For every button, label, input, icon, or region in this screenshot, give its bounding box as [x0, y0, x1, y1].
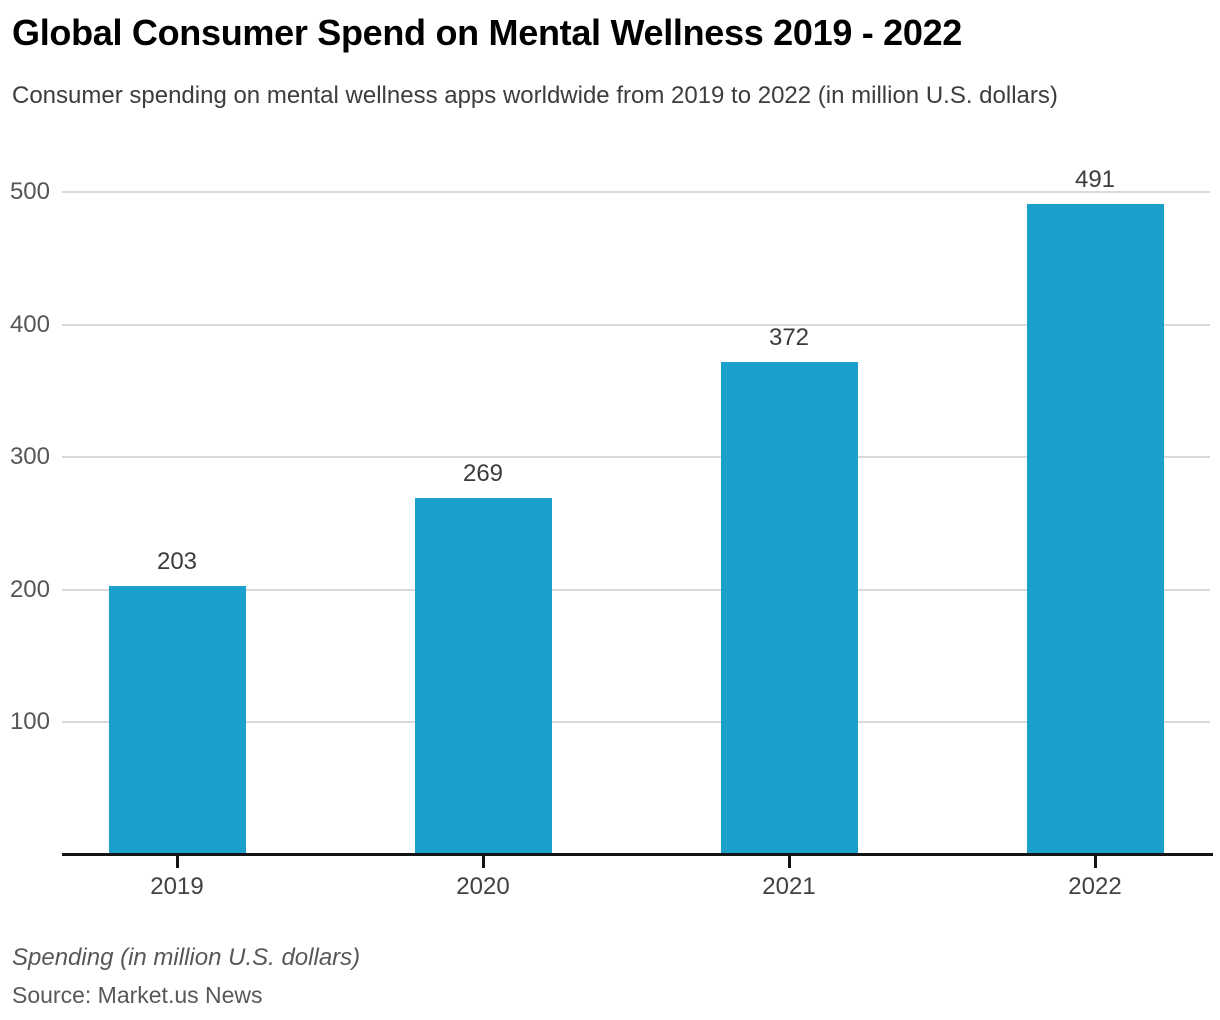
x-axis-tick-2019 — [176, 856, 179, 868]
bar-value-label-2021: 372 — [768, 323, 810, 351]
y-axis-tick-label-100: 100 — [9, 708, 50, 736]
y-axis-tick-label-300: 300 — [9, 443, 50, 471]
x-axis-tick-2022 — [1094, 856, 1097, 868]
x-axis-line — [62, 853, 1213, 856]
gridline-400 — [62, 323, 1210, 326]
gridline-200 — [62, 588, 1210, 591]
x-axis-label-2020: 2020 — [456, 873, 510, 900]
y-axis-tick-label-500: 500 — [9, 178, 50, 205]
bar-2019 — [108, 585, 246, 855]
bar-2021 — [720, 361, 858, 855]
bar-value-label-2020: 269 — [462, 460, 504, 488]
bar-2022 — [1026, 203, 1164, 855]
gridline-100 — [62, 721, 1210, 724]
source-line: Source: Market.us News — [12, 982, 263, 1008]
gridline-500 — [62, 191, 1210, 193]
x-axis-tick-2020 — [482, 856, 485, 868]
y-axis-note: Spending (in million U.S. dollars) — [12, 944, 361, 971]
y-axis-tick-label-400: 400 — [9, 310, 50, 338]
chart-subtitle: Consumer spending on mental wellness app… — [12, 82, 1058, 109]
chart-title: Global Consumer Spend on Mental Wellness… — [12, 12, 963, 53]
y-axis-tick-label-200: 200 — [9, 575, 50, 603]
x-axis-label-2019: 2019 — [150, 873, 204, 900]
bar-2020 — [414, 498, 552, 855]
bar-value-label-2022: 491 — [1074, 165, 1116, 193]
bar-value-label-2019: 203 — [156, 547, 198, 575]
x-axis-label-2022: 2022 — [1068, 873, 1122, 900]
x-axis-label-2021: 2021 — [762, 873, 816, 900]
x-axis-tick-2021 — [788, 856, 791, 868]
gridline-300 — [62, 456, 1210, 459]
